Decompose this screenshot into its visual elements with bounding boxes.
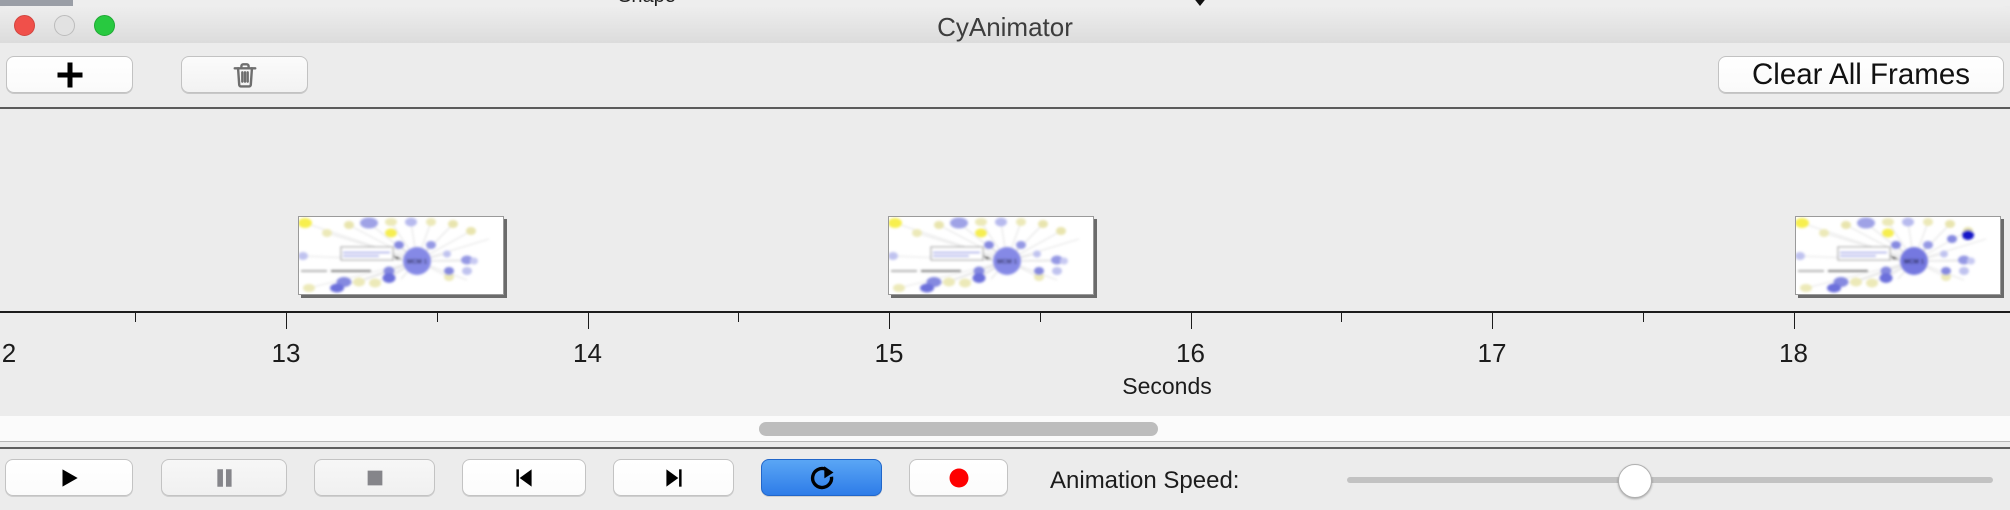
svg-text:MCM 1: MCM 1	[997, 259, 1018, 266]
svg-text:MCM 1: MCM 1	[1904, 259, 1925, 266]
svg-text:MCM 1: MCM 1	[407, 259, 428, 266]
